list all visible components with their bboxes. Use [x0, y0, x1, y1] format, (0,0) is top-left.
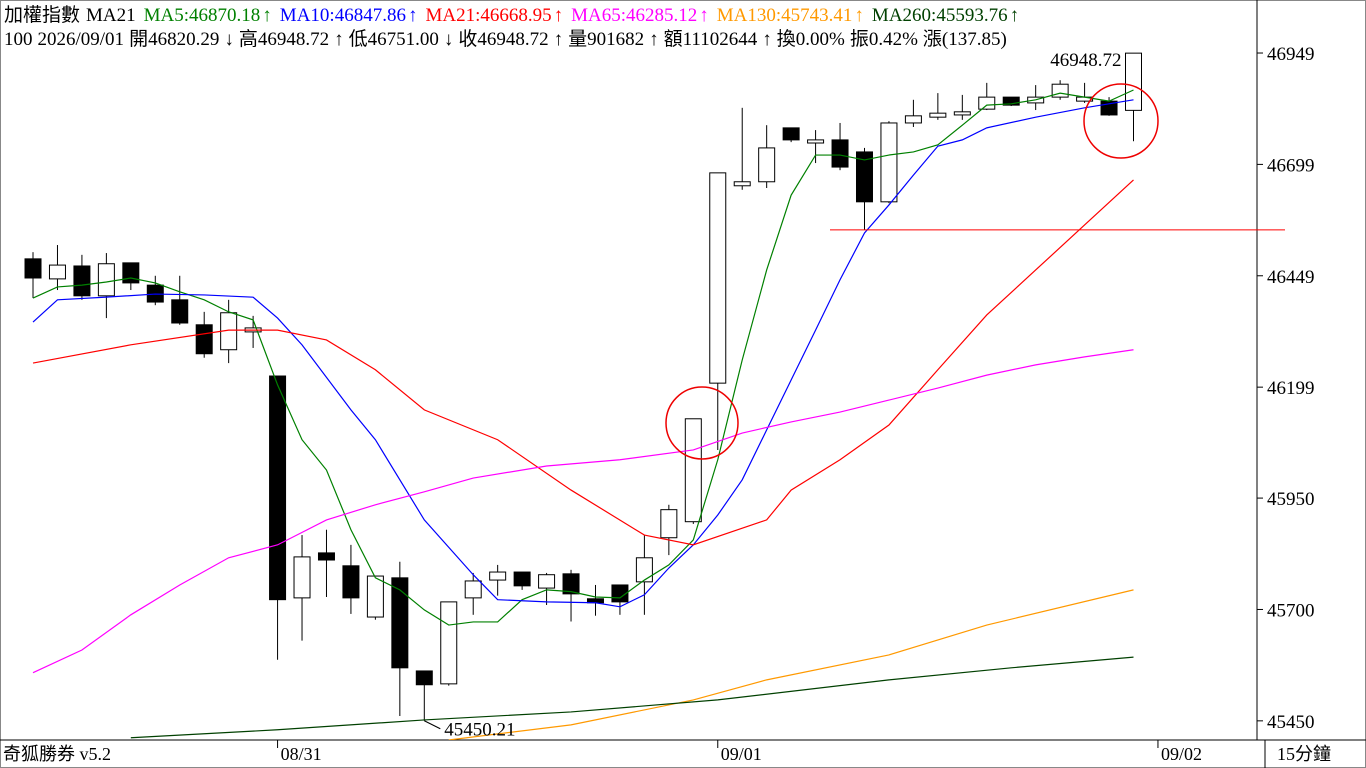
- candle-body: [489, 571, 507, 581]
- candle-body: [464, 580, 482, 599]
- title: 加權指數: [4, 4, 80, 26]
- candle-body: [758, 147, 776, 183]
- candle-body: [24, 258, 42, 279]
- ma-line: [32, 179, 1134, 546]
- x-tick-label: 08/31: [281, 744, 322, 764]
- value-label: 46948.72: [1050, 50, 1121, 71]
- legend-arrow: ↑: [854, 5, 864, 26]
- info-item: ↓: [224, 29, 234, 50]
- ma-line: [32, 349, 1134, 674]
- candle-body: [709, 172, 727, 384]
- legend-entry: MA130:45743.41: [717, 5, 853, 26]
- candle-body: [97, 263, 115, 297]
- footer: 奇狐勝券 v5.2: [3, 744, 111, 764]
- candle-body: [415, 670, 433, 686]
- candle-body: [342, 565, 360, 599]
- indicator: MA21: [86, 5, 136, 26]
- candle-body: [195, 324, 213, 355]
- y-tick-label: 45450: [1267, 712, 1315, 733]
- value-label: 45450.21: [444, 720, 515, 741]
- candle-body: [782, 127, 800, 141]
- legend-entry: MA10:46847.86: [280, 5, 406, 26]
- info-item: 漲(137.85): [923, 28, 1007, 50]
- ma-line: [32, 99, 1134, 608]
- legend-entry: MA21:46668.95: [425, 5, 551, 26]
- candle-body: [122, 262, 140, 284]
- y-tick-label: 46699: [1267, 155, 1315, 176]
- period: 15分鐘: [1277, 744, 1331, 764]
- y-tick-label: 46199: [1267, 378, 1315, 399]
- info-item: 振0.42%: [850, 28, 918, 50]
- legend-entry: MA65:46285.12: [571, 5, 697, 26]
- info-item: ↑: [762, 29, 772, 50]
- info-item: 量901682: [568, 29, 644, 50]
- legend-arrow: ↑: [262, 5, 272, 26]
- candle-body: [317, 552, 335, 561]
- legend-arrow: ↑: [699, 5, 709, 26]
- info-item: 2026/09/01: [38, 29, 125, 50]
- legend-entry: MA5:46870.18: [144, 5, 261, 26]
- legend-arrow: ↑: [408, 5, 418, 26]
- header-line: 加權指數 MA21 MA5:46870.18 ↑ MA10:46847.86 ↑ MA21:…: [4, 4, 1019, 26]
- candle-body: [855, 151, 873, 203]
- info-item: ↓: [444, 29, 454, 50]
- info-item: ↑: [649, 29, 659, 50]
- candle-body: [171, 299, 189, 324]
- candle-body: [1002, 96, 1020, 106]
- y-tick-label: 45950: [1267, 489, 1315, 510]
- info-item: ↑: [554, 29, 564, 50]
- candle-body: [440, 601, 458, 685]
- info-item: 低46751.00: [349, 28, 439, 50]
- y-tick-label: 46449: [1267, 267, 1315, 288]
- info-item: 高46948.72: [239, 28, 329, 50]
- candle-body: [880, 122, 898, 203]
- y-tick-label: 45700: [1267, 600, 1315, 621]
- candle-body: [660, 509, 678, 539]
- highlight-circle: [665, 386, 739, 460]
- ma-line: [32, 89, 1134, 626]
- highlight-circle: [1083, 83, 1159, 159]
- candle-body: [684, 418, 702, 523]
- candle-body: [293, 556, 311, 599]
- candle-body: [1125, 52, 1143, 111]
- x-tick-label: 09/01: [721, 744, 762, 764]
- info-item: 換0.00%: [777, 28, 845, 50]
- info-line: 100 2026/09/01 開46820.29 ↓ 高46948.72 ↑ 低46751.…: [4, 28, 1007, 50]
- candle-body: [831, 139, 849, 168]
- candle-body: [562, 573, 580, 595]
- candle-body: [929, 112, 947, 118]
- candle-body: [538, 574, 556, 589]
- legend-arrow: ↑: [554, 5, 564, 26]
- candle-body: [978, 96, 996, 110]
- candle-body: [513, 571, 531, 587]
- ma-line: [448, 589, 1134, 740]
- legend-arrow: ↑: [1010, 5, 1020, 26]
- info-item: 開46820.29: [129, 29, 219, 50]
- candle-body: [269, 375, 287, 601]
- candle-body: [635, 557, 653, 583]
- info-item: ↑: [334, 29, 344, 50]
- candle-body: [73, 265, 91, 297]
- x-tick-label: 09/02: [1161, 744, 1202, 764]
- candle-body: [904, 115, 922, 124]
- candle-body: [953, 111, 971, 116]
- ma-line: [130, 656, 1134, 739]
- candle-body: [733, 181, 751, 187]
- info-item: 100: [4, 29, 33, 50]
- info-item: 額11102644: [664, 28, 758, 50]
- legend-entry: MA260:45593.76: [872, 5, 1008, 26]
- candle-body: [366, 575, 384, 618]
- info-item: 收46948.72: [458, 28, 548, 50]
- candle-body: [807, 139, 825, 144]
- label-leader: [424, 720, 441, 730]
- plot: [24, 52, 1143, 740]
- candle-body: [48, 264, 66, 280]
- candle-body: [391, 577, 409, 669]
- y-tick-label: 46949: [1267, 44, 1315, 65]
